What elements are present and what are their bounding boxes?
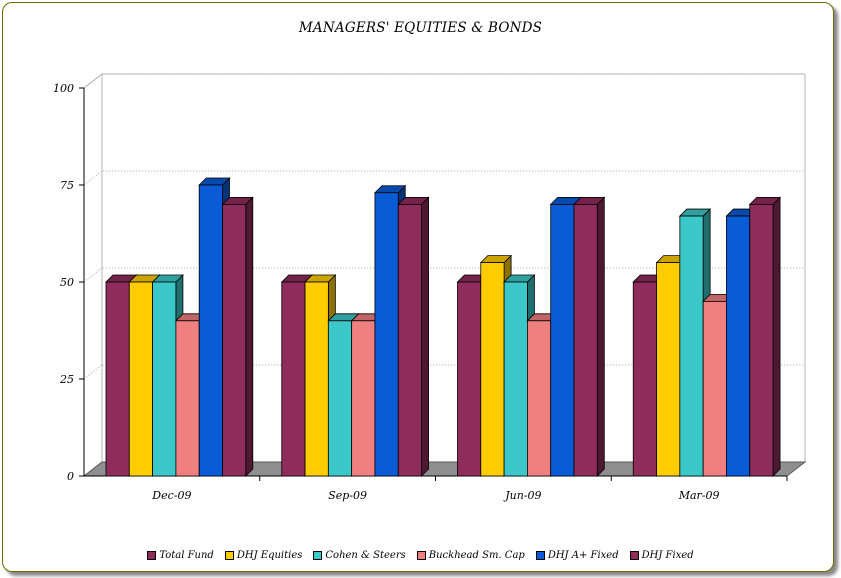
bar xyxy=(550,203,575,477)
bar-side xyxy=(772,196,781,477)
bar xyxy=(175,320,200,477)
bar xyxy=(632,281,657,477)
bar xyxy=(749,203,774,477)
y-tick-label: 0 xyxy=(67,470,74,483)
legend-swatch xyxy=(147,551,157,560)
chart-legend: Total Fund DHJ Equities Cohen & Steers Buck… xyxy=(0,550,841,561)
bar-side xyxy=(421,196,429,477)
bar xyxy=(527,320,552,477)
bar xyxy=(152,281,177,477)
legend-item: Cohen & Steers xyxy=(313,550,406,561)
legend-item: Buckhead Sm. Cap xyxy=(416,550,525,561)
legend-item: DHJ A+ Fixed xyxy=(535,550,619,561)
bar xyxy=(105,281,130,477)
bar xyxy=(351,320,376,477)
x-tick-label: Jun-09 xyxy=(503,489,541,502)
y-tick-label: 100 xyxy=(53,82,74,95)
legend-item: DHJ Fixed xyxy=(629,550,694,561)
bar xyxy=(128,281,154,477)
x-tick-label: Mar-09 xyxy=(678,489,720,502)
bar-side xyxy=(596,196,605,477)
bar xyxy=(702,300,727,477)
legend-label: Total Fund xyxy=(159,550,214,561)
bar xyxy=(679,215,704,477)
bar xyxy=(304,281,329,477)
bar xyxy=(198,184,223,477)
bar xyxy=(726,215,751,477)
bar xyxy=(457,281,482,477)
bar-side xyxy=(245,196,254,477)
y-tick-label: 75 xyxy=(60,179,74,192)
bar xyxy=(327,320,353,477)
bar xyxy=(656,262,681,477)
legend-label: DHJ Fixed xyxy=(641,550,694,561)
y-tick-label: 25 xyxy=(59,373,74,386)
bar xyxy=(281,281,306,477)
chart-title: MANAGERS' EQUITIES & BONDS xyxy=(298,20,543,36)
bar xyxy=(573,203,598,477)
legend-label: Buckhead Sm. Cap xyxy=(428,550,525,561)
legend-item: Total Fund xyxy=(147,550,214,561)
legend-swatch xyxy=(629,551,639,560)
x-tick-label: Dec-09 xyxy=(151,489,191,502)
bar xyxy=(397,203,422,477)
legend-swatch xyxy=(224,551,234,560)
bar xyxy=(222,203,247,477)
bar xyxy=(503,281,528,477)
legend-swatch xyxy=(313,551,323,560)
legend-label: DHJ Equities xyxy=(236,550,303,561)
legend-label: DHJ A+ Fixed xyxy=(547,550,619,561)
x-tick-label: Sep-09 xyxy=(328,489,367,502)
legend-swatch xyxy=(416,551,426,560)
legend-swatch xyxy=(535,551,545,560)
plot-side-wall xyxy=(83,72,103,478)
legend-item: DHJ Equities xyxy=(224,550,303,561)
y-tick-label: 50 xyxy=(60,276,74,289)
legend-label: Cohen & Steers xyxy=(325,550,406,561)
bar xyxy=(374,192,399,477)
bar xyxy=(480,262,505,477)
